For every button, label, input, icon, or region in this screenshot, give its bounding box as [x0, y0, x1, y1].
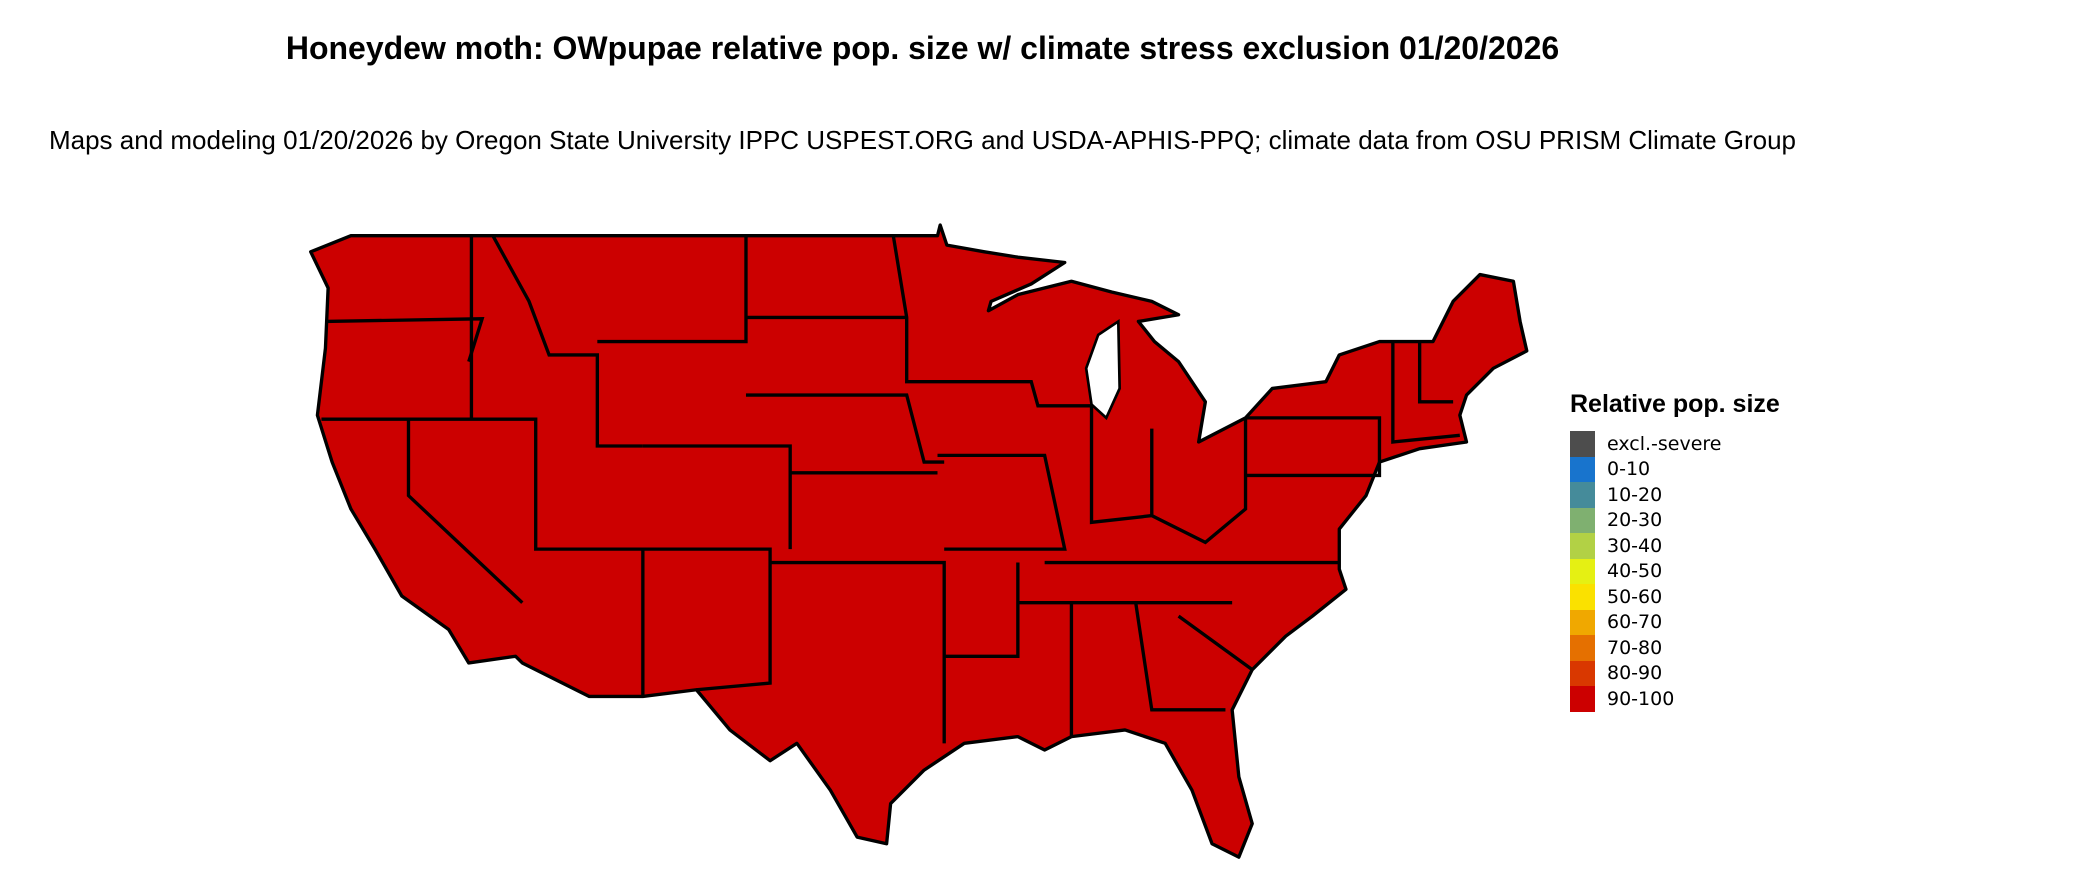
legend-label: 90-100 [1607, 687, 1675, 710]
legend-swatch [1570, 686, 1595, 712]
legend-label: 20-30 [1607, 509, 1663, 532]
us-outline [309, 223, 1529, 859]
legend-swatch [1570, 558, 1595, 584]
legend-item: 70-80 [1570, 635, 1780, 661]
legend-label: 30-40 [1607, 534, 1663, 557]
legend-swatch [1570, 482, 1595, 508]
legend-label: 10-20 [1607, 483, 1663, 506]
legend-item: 90-100 [1570, 686, 1780, 712]
legend-swatch [1570, 431, 1595, 457]
legend-swatch [1570, 533, 1595, 559]
map-title: Honeydew moth: OWpupae relative pop. siz… [285, 30, 1560, 66]
legend-swatch [1570, 584, 1595, 610]
legend-swatch [1570, 660, 1595, 686]
legend-item: 0-10 [1570, 456, 1780, 482]
legend-label: excl.-severe [1607, 432, 1722, 455]
legend-label: 60-70 [1607, 611, 1663, 634]
legend-label: 50-60 [1607, 585, 1663, 608]
legend-item: 80-90 [1570, 660, 1780, 686]
legend-item: 10-20 [1570, 482, 1780, 508]
legend-item: 30-40 [1570, 533, 1780, 559]
legend-label: 70-80 [1607, 636, 1663, 659]
legend-label: 0-10 [1607, 458, 1651, 481]
legend-label: 40-50 [1607, 560, 1663, 583]
map-subtitle: Maps and modeling 01/20/2026 by Oregon S… [48, 125, 1797, 155]
legend-label: 80-90 [1607, 662, 1663, 685]
legend-item: excl.-severe [1570, 431, 1780, 457]
legend-title: Relative pop. size [1570, 390, 1780, 418]
legend-swatch [1570, 456, 1595, 482]
legend: Relative pop. size excl.-severe 0-10 10-20… [1570, 390, 1780, 712]
legend-swatch [1570, 635, 1595, 661]
lake-michigan [1084, 318, 1121, 421]
legend-item: 20-30 [1570, 507, 1780, 533]
legend-item: 40-50 [1570, 558, 1780, 584]
legend-swatch [1570, 507, 1595, 533]
legend-item: 50-60 [1570, 584, 1780, 610]
state-borders [321, 234, 1460, 744]
legend-item: 60-70 [1570, 609, 1780, 635]
legend-swatch [1570, 609, 1595, 635]
